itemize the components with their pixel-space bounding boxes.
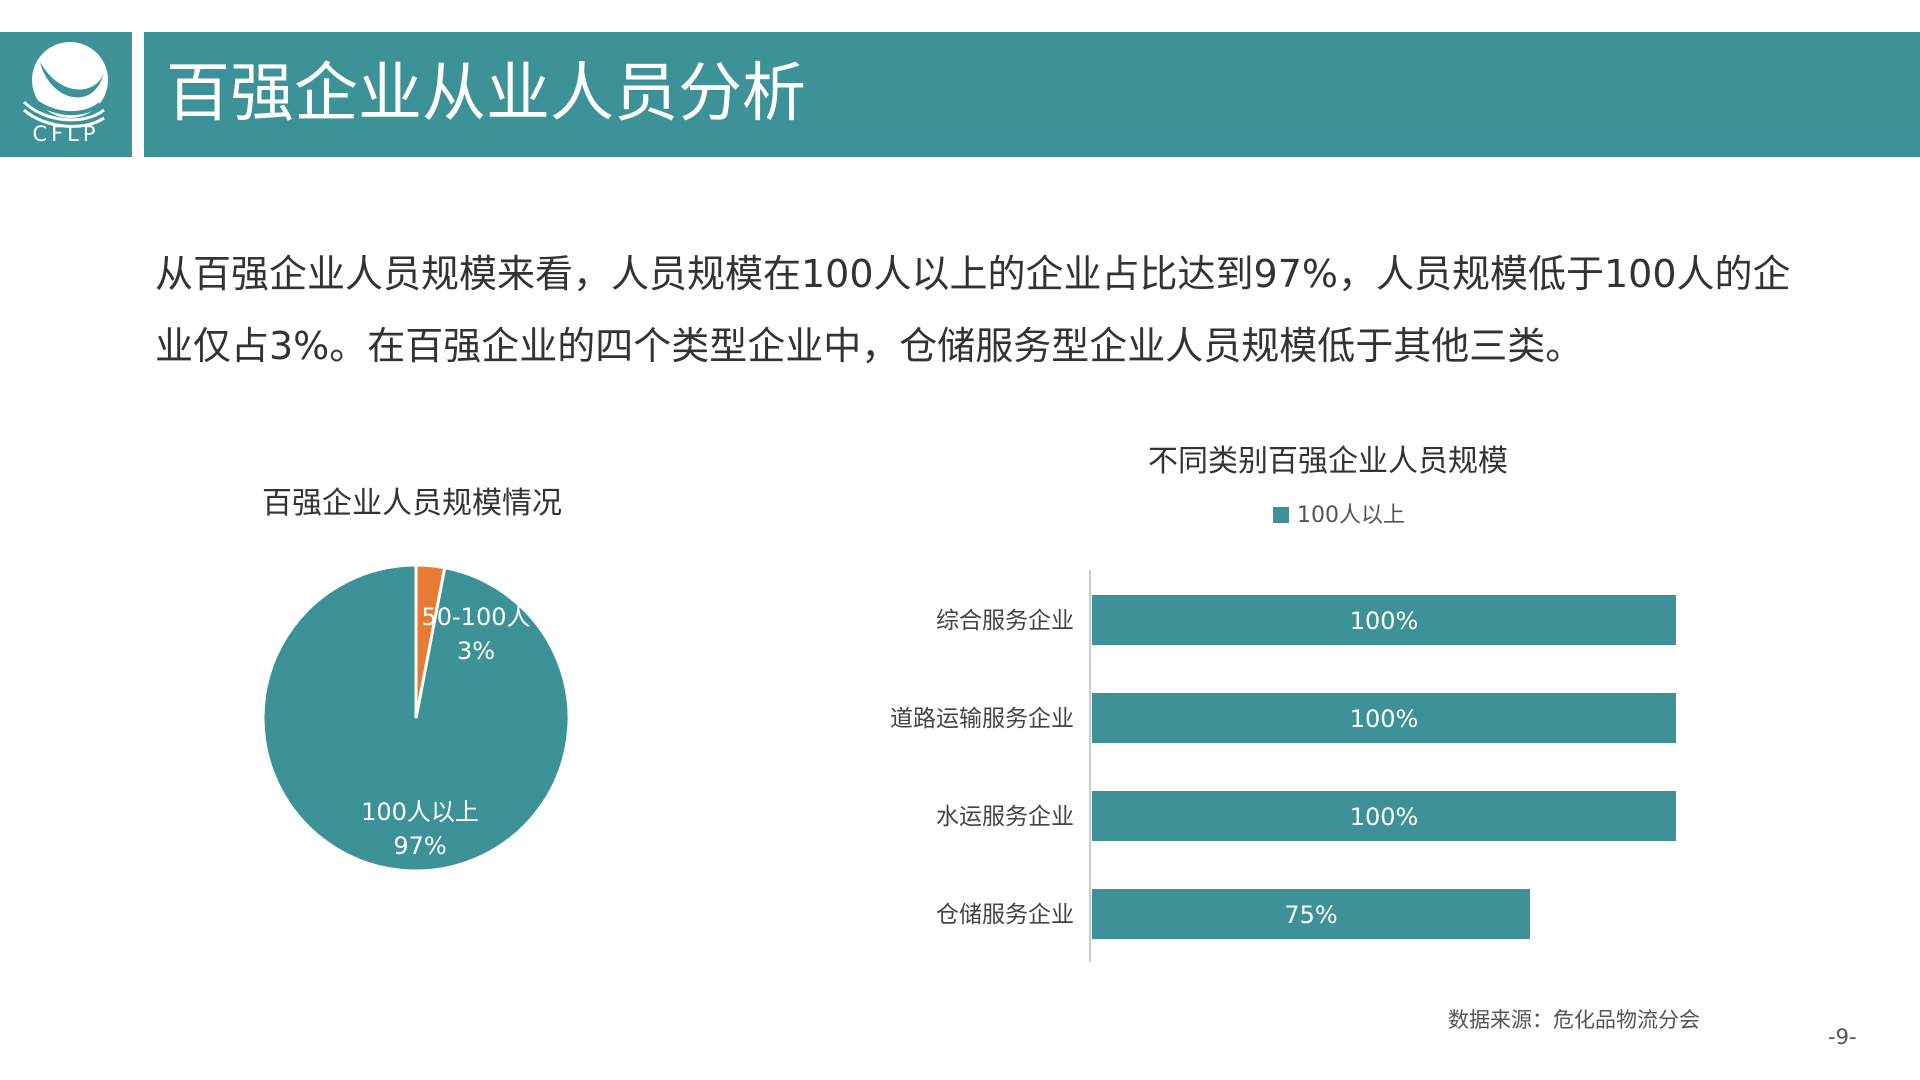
pie-label-0: 100人以上	[361, 798, 479, 826]
category-label-3: 仓储服务企业	[936, 902, 1074, 928]
category-label-0: 综合服务企业	[936, 608, 1074, 634]
title-bar: 百强企业从业人员分析	[144, 32, 1920, 157]
category-label-1: 道路运输服务企业	[890, 706, 1074, 732]
category-label-2: 水运服务企业	[936, 804, 1074, 830]
bar-3	[1092, 889, 1530, 939]
legend-label: 100人以上	[1297, 503, 1405, 528]
bar-1	[1092, 693, 1676, 743]
pie-label-1: 50-100人	[421, 603, 530, 631]
intro-paragraph: 从百强企业人员规模来看，人员规模在100人以上的企业占比达到97%，人员规模低于…	[155, 252, 1791, 368]
bar-value-label-0: 100%	[1350, 607, 1419, 635]
globe-logo-icon	[22, 42, 108, 128]
pie-value-label-0: 97%	[393, 832, 446, 860]
data-source: 数据来源：危化品物流分会	[1448, 1008, 1700, 1032]
pie-chart-title: 百强企业人员规模情况	[262, 486, 562, 521]
legend-swatch	[1273, 507, 1289, 523]
bar-value-label-3: 75%	[1284, 901, 1337, 929]
logo: CFLP	[0, 32, 132, 157]
page-number: -9-	[1828, 1025, 1857, 1049]
pie-chart: 100人以上 97% 50-100人 3%	[261, 563, 571, 873]
bar-value-label-2: 100%	[1350, 803, 1419, 831]
pie-value-label-1: 3%	[457, 637, 495, 665]
bar-value-label-1: 100%	[1350, 705, 1419, 733]
page-title: 百强企业从业人员分析	[166, 57, 806, 131]
bar-chart: 100人以上 100% 综合服务企业 100% 道路运输服务企业 100% 水运服务企业 75…	[890, 503, 1676, 962]
pie-slice-1	[414, 563, 447, 719]
logo-text: CFLP	[32, 122, 100, 146]
bar-chart-title: 不同类别百强企业人员规模	[1148, 444, 1508, 479]
bar-0	[1092, 595, 1676, 645]
bar-2	[1092, 791, 1676, 841]
